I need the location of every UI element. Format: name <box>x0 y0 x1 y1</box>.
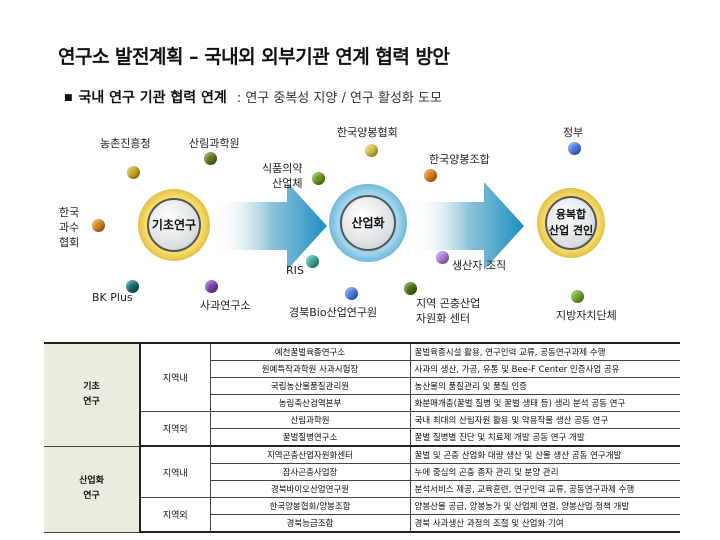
organization-cell: 잠사곤충사업장 <box>210 463 411 482</box>
category-line: 연구 <box>83 396 100 407</box>
category-line: 연구 <box>83 491 100 502</box>
description-cell: 꿀벌 질병별 진단 및 치료제 개발 공동 연구 개발 <box>410 428 680 448</box>
node-label-line: 협회 <box>59 236 80 249</box>
arrow-icon <box>412 182 524 270</box>
organization-cell: 꿀벌질병연구소 <box>210 428 411 448</box>
node-label-line: 지역 곤충산업 <box>416 297 481 310</box>
region-cell: 지역내 <box>140 343 211 413</box>
stage-label-line1: 융복합 <box>555 208 587 221</box>
stage-industrialization: 산업화 <box>329 184 407 262</box>
node-dot <box>204 152 217 165</box>
node-label: 정부 <box>563 126 584 139</box>
description-cell: 누에 중심의 곤충 종자 관리 및 분양 관리 <box>410 463 680 482</box>
node-label: 사과연구소 <box>200 299 251 312</box>
description-cell: 경북 사과생산 과정의 조절 및 산업화 기여 <box>410 514 680 534</box>
description-cell: 꿀벌육종시설 활용, 연구인력 교류, 공동연구과제 수행 <box>410 343 680 361</box>
description-cell: 국내 최대의 산림자원 활용 및 약용작물 생산 공동 연구 <box>410 411 680 430</box>
region-cell: 지역외 <box>140 497 211 534</box>
node-dot <box>306 255 319 268</box>
subtitle: ■ 국내 연구 기관 협력 연계 : 연구 중복성 지양 / 연구 활성화 도모 <box>64 87 442 107</box>
region-cell: 지역내 <box>140 446 211 499</box>
node-dot <box>424 169 437 182</box>
description-cell: 분석서비스 제공, 교육훈련, 연구인력 교류, 공동연구과제 수행 <box>410 480 680 499</box>
node-label: 생산자 조직 <box>452 259 507 272</box>
description-cell: 화분매개충(꿀벌 질병 및 꿀벌 생태 등) 생리 분석 공동 연구 <box>410 394 680 413</box>
node-label-line: 산업체 <box>272 177 303 190</box>
node-label-line: 과수 <box>59 221 80 234</box>
table-row: 잠사곤충사업장 누에 중심의 곤충 종자 관리 및 분양 관리 <box>44 463 680 482</box>
stage-label-line2: 산업 견인 <box>548 224 594 237</box>
node-dot <box>126 280 139 293</box>
subtitle-note: : 연구 중복성 지양 / 연구 활성화 도모 <box>236 91 442 106</box>
table-row: 기초 연구 지역내 예천꿀벌육종연구소 꿀벌육종시설 활용, 연구인력 교류, 공동연구… <box>44 343 680 447</box>
description-cell: 꿀벌 및 곤충 산업화 대량 생산 및 산물 생산 공동 연구개발 <box>410 446 680 464</box>
bullet-icon: ■ <box>64 93 73 103</box>
description-cell: 농산물의 품질관리 및 품질 인증 <box>410 377 680 396</box>
organization-cell: 예천꿀벌육종연구소 <box>210 343 411 361</box>
node-label: BK Plus <box>92 291 133 304</box>
stage-label: 기초연구 <box>151 218 197 232</box>
organization-cell: 원예특작과학원 사과시험장 <box>210 360 411 378</box>
node-label: 산림과학원 <box>189 137 240 150</box>
organization-cell: 지역곤충산업자원화센터 <box>210 446 411 464</box>
table-row: 농림축산검역본부 화분매개충(꿀벌 질병 및 꿀벌 생태 등) 생리 분석 공동 … <box>44 394 680 413</box>
partner-table: 기초 연구 지역내 예천꿀벌육종연구소 꿀벌육종시설 활용, 연구인력 교류, 공동연구… <box>44 342 680 534</box>
table-row: 원예특작과학원 사과시험장 사과의 생산, 가공, 유통 및 Bee-F Cent… <box>44 360 680 378</box>
node-dot <box>404 282 417 295</box>
node-dot <box>365 144 378 157</box>
node-label: 농촌진흥청 <box>100 137 151 150</box>
node-label: RIS <box>286 264 304 277</box>
node-dot <box>92 219 105 232</box>
table-row: 산업화 연구 지역내 지역곤충산업자원화센터 꿀벌 및 곤충 산업화 대량 생산 및 산… <box>44 446 680 533</box>
node-dot <box>205 280 218 293</box>
table-row: 꿀벌질병연구소 꿀벌 질병별 진단 및 치료제 개발 공동 연구 개발 <box>44 428 680 448</box>
organization-cell: 경북바이오산업연구원 <box>210 480 411 499</box>
description-cell: 사과의 생산, 가공, 유통 및 Bee-F Center 인증사업 공유 <box>410 360 680 378</box>
stage-label: 산업화 <box>351 216 385 230</box>
table-row: 경북바이오산업연구원 분석서비스 제공, 교육훈련, 연구인력 교류, 공동연구과… <box>44 480 680 499</box>
node-label: 한국양봉협회 <box>337 126 398 139</box>
page-title: 연구소 발전계획 – 국내외 외부기관 연계 협력 방안 <box>58 46 450 68</box>
node-label: 경북Bio산업연구원 <box>289 306 378 319</box>
table-row: 국립농산물품질관리원 농산물의 품질관리 및 품질 인증 <box>44 377 680 396</box>
description-cell: 양봉산물 공급, 양봉농가 및 산업체 연결, 양봉산업 정책 개발 <box>410 497 680 516</box>
table-row: 지역외 산림과학원 국내 최대의 산림자원 활용 및 약용작물 생산 공동 연구 <box>44 411 680 448</box>
category-line: 산업화 <box>79 476 104 487</box>
node-label-line: 식품의약 <box>262 162 303 175</box>
region-cell: 지역외 <box>140 411 211 448</box>
node-dot <box>571 290 584 303</box>
category-line: 기초 <box>83 381 100 392</box>
table-row: 지역외 한국양봉협회/양봉조합 양봉산물 공급, 양봉농가 및 산업체 연결, 양봉… <box>44 497 680 534</box>
node-dot <box>436 251 449 264</box>
organization-cell: 국립농산물품질관리원 <box>210 377 411 396</box>
organization-cell: 경북능금조합 <box>210 514 411 534</box>
stage-basic-research: 기초연구 <box>138 189 210 261</box>
node-dot <box>345 287 358 300</box>
node-dot <box>568 142 581 155</box>
organization-cell: 농림축산검역본부 <box>210 394 411 413</box>
node-dot <box>312 172 325 185</box>
arrow-icon <box>215 182 327 270</box>
organization-cell: 한국양봉협회/양봉조합 <box>210 497 411 516</box>
node-dot <box>127 166 140 179</box>
table-row: 경북능금조합 경북 사과생산 과정의 조절 및 산업화 기여 <box>44 514 680 534</box>
node-label-line: 한국 <box>59 206 80 219</box>
node-label: 한국양봉조합 <box>429 153 490 166</box>
subtitle-heading: 국내 연구 기관 협력 연계 <box>78 90 227 106</box>
node-label: 지방자치단체 <box>556 309 617 322</box>
organization-cell: 산림과학원 <box>210 411 411 430</box>
node-label-line: 자원화 센터 <box>416 312 471 325</box>
